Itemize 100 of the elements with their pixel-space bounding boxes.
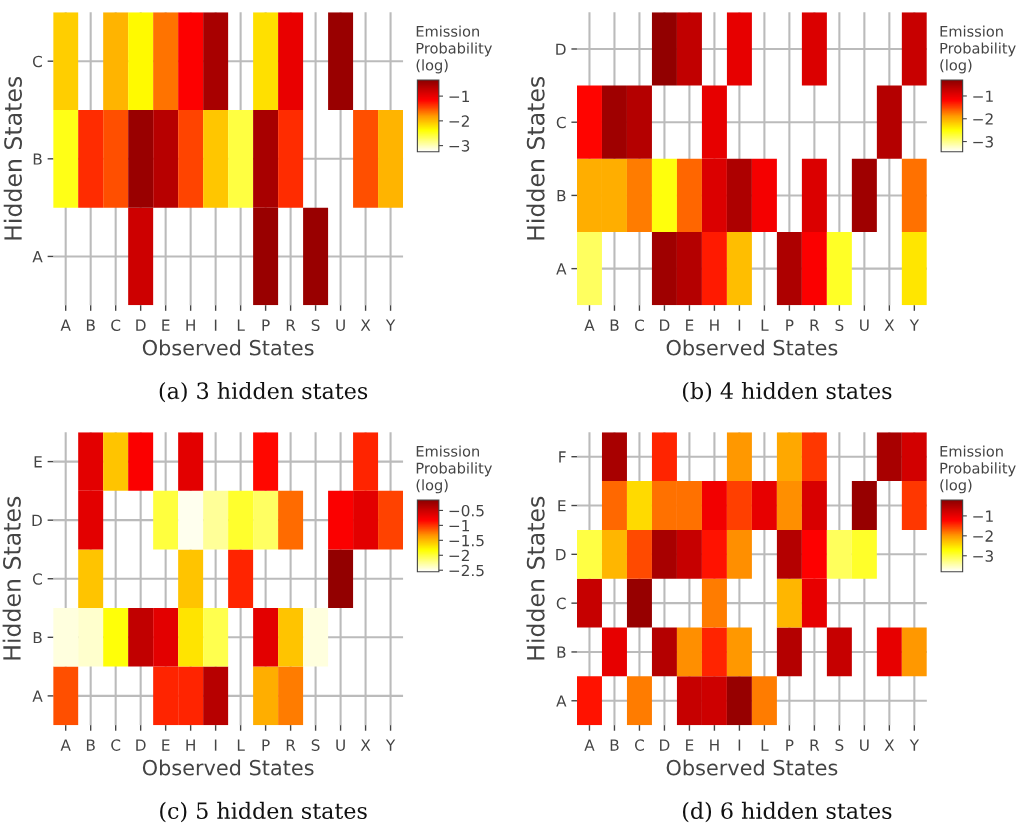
- y-axis-title: Hidden States: [3, 76, 22, 240]
- color-bar-label: −0.5: [449, 504, 484, 517]
- x-tick-label: I: [738, 319, 741, 331]
- x-tick-label: B: [610, 739, 619, 751]
- x-tick-label: C: [111, 319, 121, 331]
- x-tick-label: U: [336, 739, 345, 751]
- text: (b) 4 hidden states: [683, 381, 892, 403]
- text: (d) 6 hidden states: [683, 801, 892, 823]
- y-tick-label: B: [557, 646, 566, 658]
- x-axis-title: Observed States: [666, 339, 838, 356]
- x-tick-label: C: [111, 739, 121, 751]
- y-tick-label: D: [32, 514, 42, 526]
- x-tick-label: P: [262, 319, 270, 331]
- y-tick-label: B: [557, 190, 566, 202]
- x-tick-label: H: [186, 319, 195, 331]
- x-tick-label: S: [835, 739, 844, 751]
- y-axis-title: Hidden States: [2, 496, 21, 660]
- x-axis-title: Observed States: [142, 759, 314, 776]
- x-tick-label: B: [86, 739, 95, 751]
- color-bar-label: −2: [449, 549, 469, 562]
- color-bar-label: −1: [449, 90, 470, 102]
- color-bar-label: −3: [973, 550, 993, 562]
- color-bar-title: Emission Probability (log): [416, 445, 492, 494]
- color-bar-label: −3: [449, 140, 470, 152]
- x-tick-label: X: [360, 739, 371, 751]
- color-bar-label: −2.5: [449, 564, 484, 577]
- x-tick-label: Y: [385, 739, 396, 751]
- color-bar-label: −1: [449, 520, 470, 532]
- y-tick-label: C: [32, 573, 42, 585]
- x-tick-label: D: [136, 319, 146, 331]
- y-tick-label: A: [32, 690, 43, 702]
- color-bar-label: −2: [973, 530, 993, 542]
- x-tick-label: H: [186, 739, 195, 751]
- x-tick-label: D: [136, 739, 146, 751]
- x-tick-label: R: [286, 319, 296, 331]
- y-tick-label: A: [32, 251, 43, 263]
- x-tick-label: A: [584, 739, 595, 751]
- color-bar-title: Emission Probability (log): [940, 25, 1016, 74]
- y-axis-title: Hidden States: [526, 76, 545, 240]
- x-tick-label: E: [686, 739, 694, 751]
- x-tick-label: E: [162, 319, 170, 331]
- y-tick-label: C: [556, 116, 566, 129]
- y-tick-label: B: [33, 631, 42, 644]
- x-tick-label: P: [786, 739, 794, 751]
- y-tick-label: C: [32, 55, 42, 68]
- x-tick-label: Y: [909, 319, 920, 331]
- x-tick-label: R: [810, 319, 820, 331]
- color-bar-label: −1.5: [449, 534, 484, 547]
- x-tick-label: I: [214, 319, 217, 331]
- color-bar-label: −3: [973, 136, 993, 148]
- x-tick-label: L: [237, 319, 245, 331]
- color-bar-label: −2: [449, 115, 469, 127]
- y-tick-label: E: [558, 500, 566, 512]
- x-tick-label: S: [835, 319, 844, 331]
- x-tick-label: L: [237, 739, 245, 751]
- x-tick-label: Y: [385, 319, 396, 331]
- y-tick-label: A: [556, 263, 567, 275]
- y-axis-title: Hidden States: [526, 496, 545, 660]
- y-tick-label: D: [556, 549, 566, 561]
- x-tick-label: X: [884, 739, 895, 751]
- x-tick-label: S: [311, 319, 320, 331]
- x-tick-label: P: [786, 319, 794, 331]
- x-tick-label: A: [584, 319, 595, 331]
- x-tick-label: A: [60, 319, 71, 331]
- color-bar-label: −1: [973, 90, 993, 102]
- x-tick-label: X: [884, 319, 895, 331]
- x-axis-title: Observed States: [142, 339, 314, 356]
- color-bar-title: Emission Probability (log): [416, 25, 492, 74]
- x-tick-label: C: [634, 319, 644, 331]
- y-tick-label: C: [556, 597, 566, 610]
- x-axis-title: Observed States: [666, 759, 838, 776]
- x-tick-label: E: [162, 739, 170, 751]
- x-tick-label: L: [761, 739, 769, 751]
- x-tick-label: R: [810, 739, 820, 751]
- x-tick-label: U: [336, 319, 345, 331]
- x-tick-label: C: [634, 739, 644, 751]
- y-tick-label: A: [556, 695, 567, 707]
- x-tick-label: U: [860, 739, 869, 751]
- y-tick-label: B: [33, 153, 42, 165]
- x-tick-label: E: [686, 319, 694, 331]
- color-bar-label: −1: [973, 510, 993, 522]
- text: (c) 5 hidden states: [160, 801, 367, 823]
- x-tick-label: B: [610, 319, 619, 331]
- color-bar-title: Emission Probability (log): [940, 445, 1016, 494]
- x-tick-label: R: [286, 739, 296, 751]
- y-tick-label: D: [556, 43, 566, 55]
- color-bar-label: −2: [973, 113, 993, 125]
- x-tick-label: P: [262, 739, 270, 751]
- x-tick-label: U: [860, 319, 869, 331]
- x-tick-label: H: [710, 319, 719, 331]
- x-tick-label: I: [214, 739, 217, 751]
- x-tick-label: S: [311, 739, 320, 751]
- x-tick-label: Y: [909, 739, 920, 751]
- x-tick-label: D: [660, 319, 670, 331]
- y-tick-label: F: [559, 451, 566, 463]
- x-tick-label: X: [360, 319, 371, 331]
- x-tick-label: H: [710, 739, 719, 751]
- x-tick-label: A: [60, 739, 71, 751]
- x-tick-label: L: [761, 319, 769, 331]
- x-tick-label: B: [86, 319, 95, 331]
